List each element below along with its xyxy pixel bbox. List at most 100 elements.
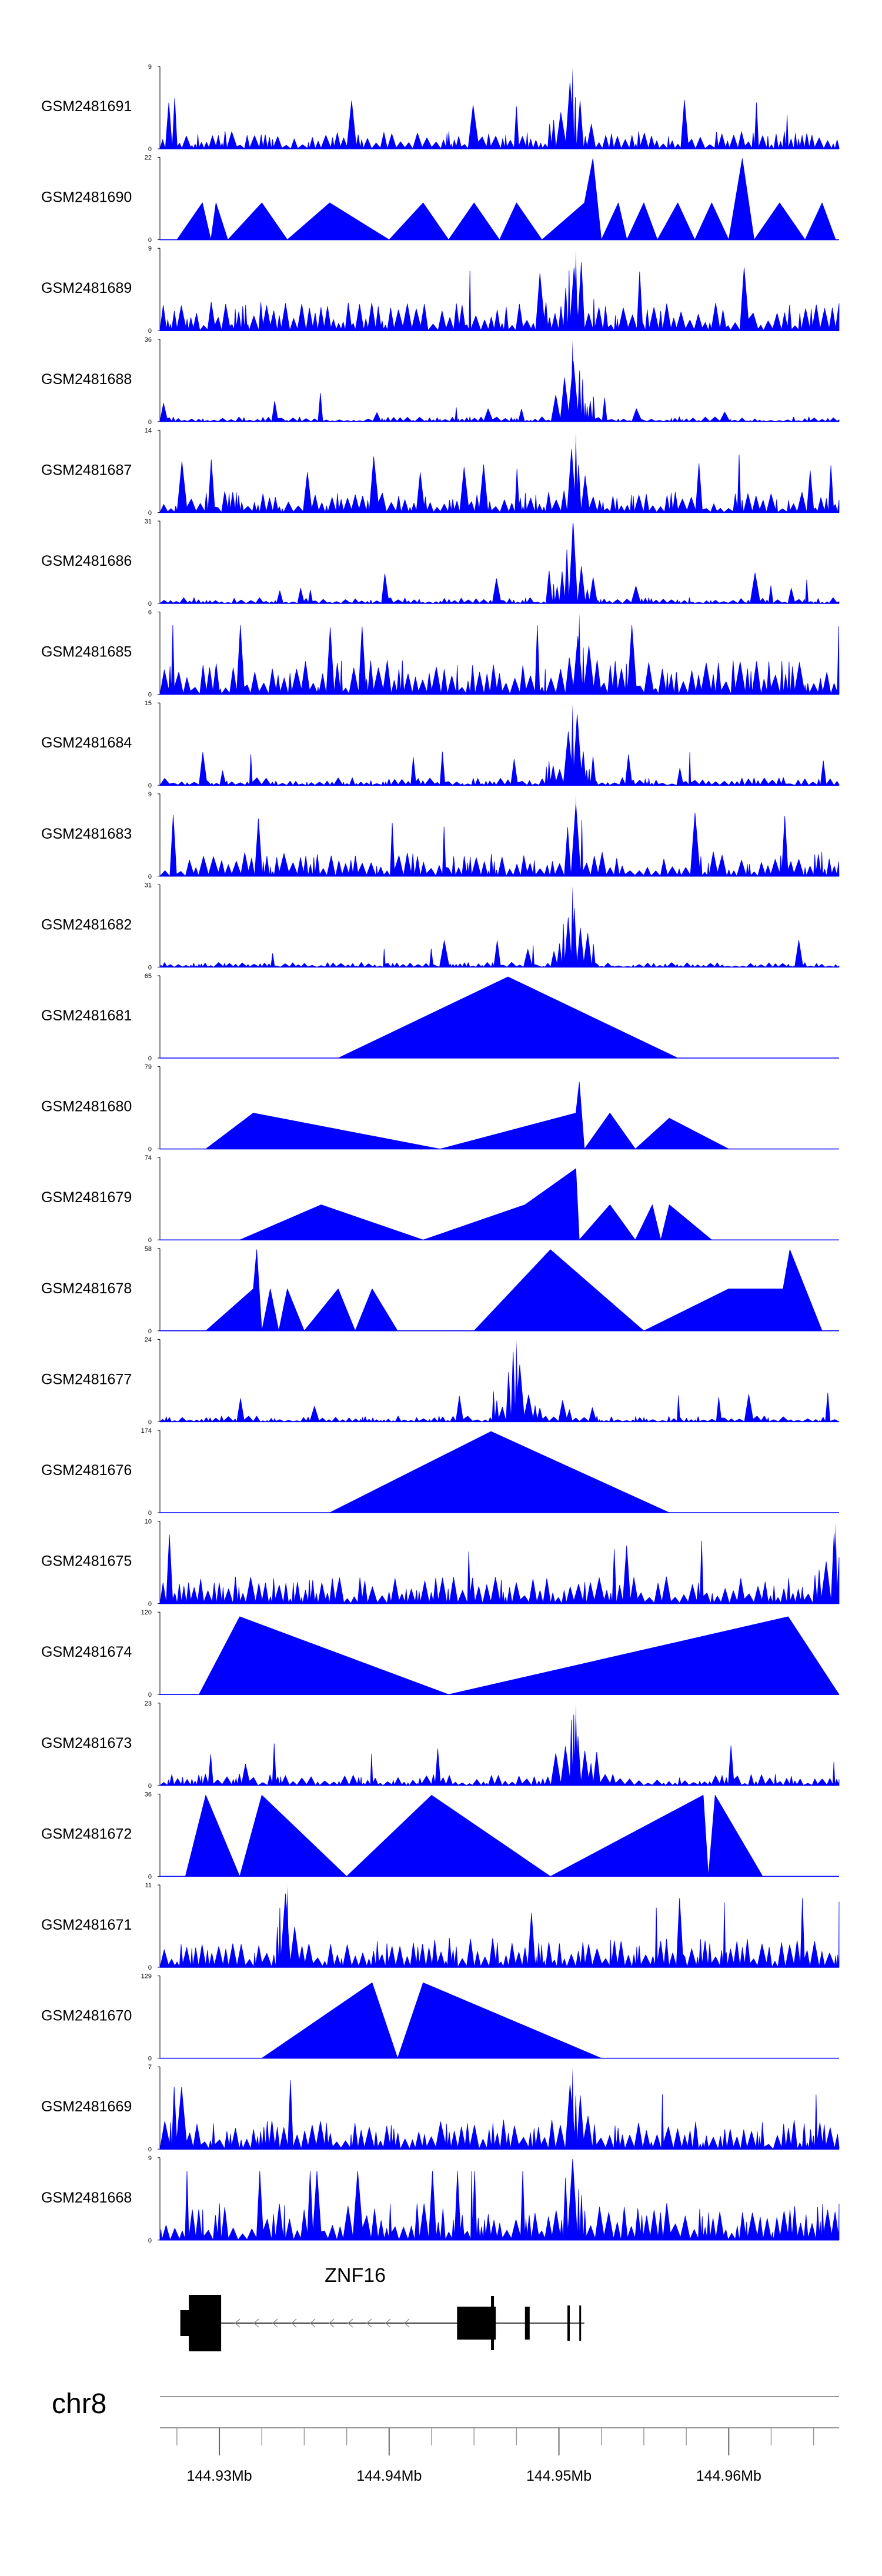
track-GSM2481689: GSM2481689 9 0 [41,245,840,335]
coverage-area [159,625,840,695]
track-GSM2481671: GSM2481671 11 0 [41,1882,840,1971]
chromosome-label: chr8 [52,2388,106,2420]
track-ymin-label: 0 [148,146,152,153]
gene-exon [189,2295,222,2351]
track-ymax-label: 31 [145,882,152,889]
track-label: GSM2481685 [41,644,132,660]
track-GSM2481690: GSM2481690 22 0 [41,155,839,244]
track-GSM2481687: GSM2481687 14 0 [41,427,840,516]
coverage-area [159,1352,840,1422]
strand-arrow [385,2318,391,2328]
coverage-area [159,361,840,422]
x-tick-label: 144.95Mb [526,2468,592,2484]
track-label: GSM2481671 [41,1917,132,1933]
track-label: GSM2481691 [41,98,132,115]
track-ymax-label: 174 [141,1427,152,1434]
track-ymin-label: 0 [148,1328,152,1335]
track-ymin-label: 0 [148,600,152,608]
track-ymin-label: 0 [148,509,152,516]
coverage-area [159,2080,840,2150]
track-ymin-label: 0 [148,1237,152,1244]
track-ymin-label: 0 [148,2056,152,2063]
track-ymax-label: 9 [148,64,152,71]
track-label: GSM2481669 [41,2098,132,2115]
track-label: GSM2481678 [41,1280,132,1297]
coverage-area [159,1893,840,1968]
coverage-area [261,1982,602,2058]
track-ymin-label: 0 [148,1691,152,1699]
coverage-area [176,158,836,240]
track-ymax-label: 11 [145,1882,152,1889]
track-ymin-label: 0 [148,2237,152,2244]
track-GSM2481682: GSM2481682 31 0 [41,882,840,971]
coverage-area [159,803,840,877]
track-ymin-label: 0 [148,1419,152,1426]
track-ymax-label: 24 [145,1336,152,1343]
coverage-area [338,976,679,1059]
strand-arrow [272,2318,278,2328]
strand-arrow [329,2318,335,2328]
strand-arrow [291,2318,297,2328]
strand-arrow [348,2318,353,2328]
gene-exon [524,2307,530,2340]
track-ymin-label: 0 [148,692,152,699]
track-GSM2481674: GSM2481674 120 0 [41,1609,840,1699]
track-GSM2481676: GSM2481676 174 0 [41,1427,839,1517]
track-GSM2481691: GSM2481691 9 0 [41,64,840,153]
track-GSM2481677: GSM2481677 24 0 [41,1336,840,1426]
track-ymax-label: 31 [145,518,152,525]
track-GSM2481675: GSM2481675 10 0 [41,1519,840,1608]
track-label: GSM2481680 [41,1099,132,1115]
track-ymax-label: 129 [141,1973,152,1980]
strand-arrow [404,2318,410,2328]
track-GSM2481672: GSM2481672 36 0 [41,1791,839,1880]
track-ymax-label: 9 [148,2155,152,2162]
gene-track: ZNF16 [180,2264,584,2351]
track-label: GSM2481672 [41,1826,132,1842]
track-ymax-label: 14 [145,427,152,434]
track-label: GSM2481689 [41,280,132,296]
track-ymin-label: 0 [148,237,152,244]
coverage-area [159,82,840,149]
track-ymax-label: 58 [145,1246,152,1253]
track-ymin-label: 0 [148,1964,152,1971]
genome-axis: chr8 144.93Mb 144.94Mb 144.95Mb 144.96Mb [52,2388,839,2484]
track-label: GSM2481687 [41,462,132,478]
track-ymin-label: 0 [148,1783,152,1790]
coverage-area [159,262,840,331]
track-ymax-label: 79 [145,1064,152,1071]
coverage-peak [574,431,578,513]
x-tick-label: 144.96Mb [696,2468,761,2484]
track-ymin-label: 0 [148,328,152,335]
track-GSM2481669: GSM2481669 7 0 [41,2064,840,2153]
coverage-area [329,1431,670,1513]
track-ymin-label: 0 [148,964,152,971]
track-ymin-label: 0 [148,1873,152,1880]
track-GSM2481684: GSM2481684 15 0 [41,700,840,789]
strand-arrow [253,2318,259,2328]
coverage-area [159,2158,840,2241]
track-ymin-label: 0 [148,1146,152,1153]
coverage-area [159,449,840,513]
track-ymax-label: 22 [145,155,152,162]
coverage-tracks: GSM248169190GSM2481690220GSM248168990GSM… [41,64,840,2244]
track-label: GSM2481682 [41,916,132,933]
strand-arrow [366,2318,372,2328]
strand-arrow [310,2318,316,2328]
track-GSM2481685: GSM2481685 6 0 [41,609,840,699]
gene-exon [460,2307,496,2340]
track-ymax-label: 36 [145,1791,152,1798]
track-ymin-label: 0 [148,419,152,426]
x-tick-label: 144.94Mb [356,2468,422,2484]
coverage-area [159,1533,840,1604]
coverage-area [159,1714,840,1786]
coverage-area [205,1082,729,1149]
track-ymax-label: 74 [145,1154,152,1162]
track-GSM2481683: GSM2481683 9 0 [41,791,840,880]
coverage-area [199,1616,840,1695]
track-GSM2481688: GSM2481688 36 0 [41,336,840,426]
gene-label: ZNF16 [325,2264,386,2287]
track-label: GSM2481676 [41,1462,132,1479]
gene-exon [579,2305,582,2341]
